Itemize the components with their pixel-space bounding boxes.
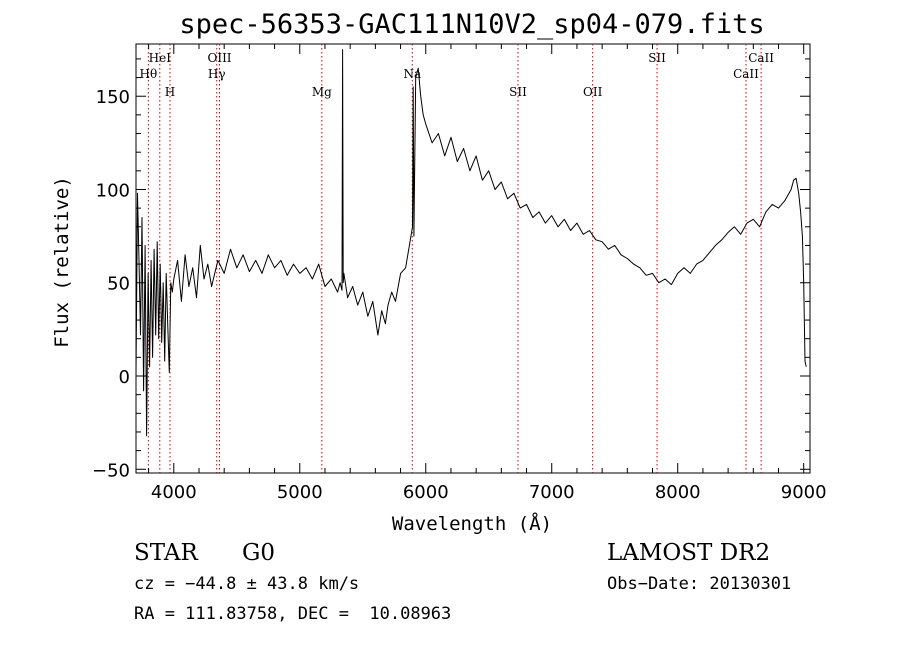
- marker-label: Mg: [312, 85, 332, 99]
- x-tick-label: 8000: [655, 482, 701, 503]
- spectrum-series: [135, 49, 807, 437]
- marker-label: Na: [403, 67, 421, 81]
- marker-label: H: [165, 85, 175, 99]
- object-class: STAR: [134, 540, 198, 566]
- y-tick-label: −50: [92, 460, 130, 481]
- plot-frame: [135, 43, 811, 474]
- marker-label: SII: [509, 85, 527, 99]
- marker-lines: [147, 44, 762, 473]
- x-axis-label: Wavelength (Å): [392, 512, 552, 535]
- plot-border: [135, 43, 811, 474]
- survey-name: LAMOST DR2: [607, 540, 771, 566]
- marker-label: Hθ: [139, 67, 157, 81]
- y-tick-label: 0: [119, 367, 130, 388]
- y-tick-label: 50: [107, 274, 130, 295]
- spectral-subclass: G0: [242, 540, 276, 566]
- spectrum-line: [135, 49, 807, 437]
- x-tick-label: 9000: [781, 482, 827, 503]
- x-tick-label: 4000: [151, 482, 197, 503]
- x-tick-label: 5000: [277, 482, 323, 503]
- y-tick-label: 100: [96, 180, 130, 201]
- marker-label: Hγ: [208, 67, 226, 81]
- marker-label: SII: [648, 51, 666, 65]
- y-axis-label: Flux (relative): [51, 176, 73, 348]
- x-tick-label: 6000: [403, 482, 449, 503]
- marker-label: HeI: [149, 51, 172, 65]
- y-tick-label: 150: [96, 87, 130, 108]
- marker-label: CaII: [748, 51, 774, 65]
- marker-label: OII: [583, 85, 603, 99]
- marker-label: CaII: [733, 67, 759, 81]
- y-axis: −50 0 50 100 150: [92, 58, 810, 481]
- x-axis: 4000 5000 6000 7000 8000 9000: [148, 44, 827, 503]
- marker-labels: Hθ HeI H OIII Hγ Mg Na SII OII SII CaII CaII: [139, 51, 774, 99]
- redshift-velocity: cz = −44.8 ± 43.8 km/s: [134, 574, 360, 594]
- chart-title: spec-56353-GAC111N10V2_sp04-079.fits: [179, 9, 764, 40]
- coordinates: RA = 111.83758, DEC = 10.08963: [134, 604, 452, 624]
- marker-label: OIII: [207, 51, 231, 65]
- observation-date: Obs−Date: 20130301: [607, 574, 792, 594]
- x-tick-label: 7000: [529, 482, 575, 503]
